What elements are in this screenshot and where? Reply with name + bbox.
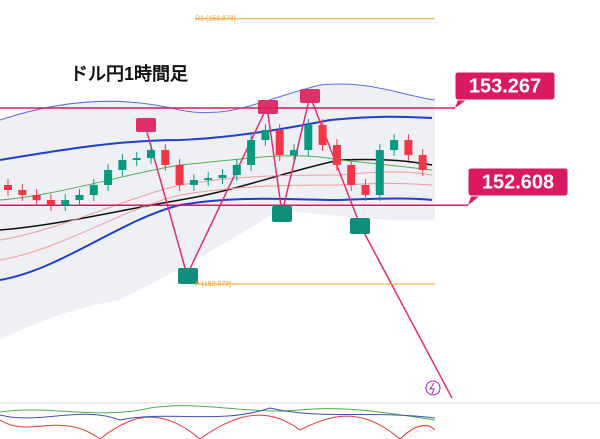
candle-body	[218, 174, 227, 179]
candle-body	[32, 195, 41, 201]
candle-body	[347, 164, 356, 185]
oscillator-line	[0, 405, 436, 421]
candle-body	[232, 164, 241, 175]
candle-body	[418, 155, 427, 170]
candle-body	[290, 150, 298, 156]
candle-body	[175, 164, 184, 185]
candle-body	[318, 125, 327, 146]
alert-icon-bolt	[429, 382, 435, 395]
candle-body	[147, 150, 155, 159]
candle-body	[390, 140, 399, 151]
pivot-label: R1 (153.873)	[195, 16, 236, 23]
band-lower	[0, 197, 433, 281]
callout-label: 153.267	[469, 75, 541, 97]
candle-body	[189, 179, 198, 185]
pivot-marker	[300, 89, 320, 103]
candle-body	[247, 140, 256, 165]
oscillator-line	[0, 407, 436, 421]
candle-body	[361, 184, 370, 196]
pivot-marker	[350, 218, 370, 234]
band-upper	[0, 83, 436, 121]
candle-body	[404, 140, 413, 156]
ribbon	[0, 171, 433, 241]
candle-body	[118, 159, 127, 170]
pivot-marker	[136, 118, 156, 132]
candle-body	[332, 145, 341, 165]
candle-body	[132, 158, 141, 160]
callout-label: 152.608	[482, 171, 554, 193]
candle-body	[104, 169, 113, 185]
candle-body	[4, 184, 12, 191]
band-mid	[0, 115, 433, 161]
pivot-marker	[178, 268, 198, 284]
candle-body	[46, 200, 55, 206]
moving-average	[0, 158, 433, 231]
ribbon	[0, 182, 433, 261]
alert-icon	[425, 380, 441, 396]
candle-body	[375, 150, 384, 196]
pivot-marker	[258, 100, 278, 114]
candle-body	[89, 184, 98, 196]
candle-body	[275, 130, 284, 156]
callout-box	[454, 71, 556, 101]
ribbon	[0, 155, 433, 201]
oscillator-line	[0, 414, 436, 439]
pivot-marker	[272, 206, 292, 222]
candle-body	[18, 190, 27, 196]
candle-body	[304, 125, 313, 151]
candle-body	[61, 200, 70, 206]
candle-body	[204, 178, 213, 180]
pivot-label: P (152.073)	[195, 281, 231, 288]
chart-title: ドル円1時間足	[70, 64, 188, 84]
candle-body	[161, 150, 170, 165]
candle-body	[261, 130, 270, 141]
callout-box	[467, 167, 569, 197]
candle-body	[75, 195, 84, 201]
